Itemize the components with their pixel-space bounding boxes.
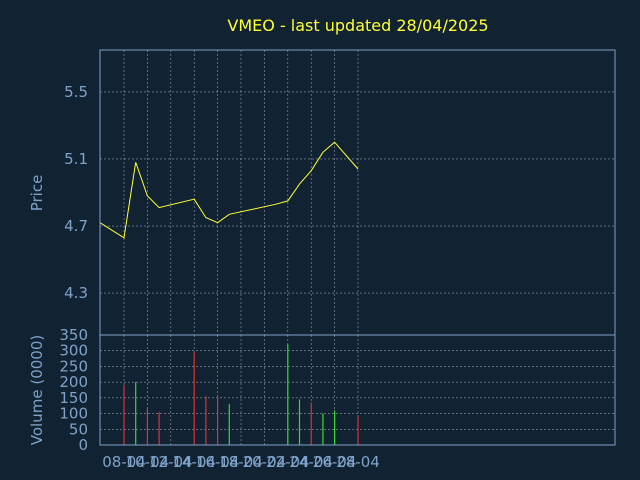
volume-y-tick-label: 300 [59,342,88,360]
x-tick-label: 08-04 [102,453,146,471]
volume-y-tick-label: 150 [59,389,88,407]
x-axis-ticks: 08-0410-0412-0414-0416-0418-0420-0422-04… [102,453,380,471]
x-tick-label: 16-04 [196,453,240,471]
price-gridlines [100,50,615,335]
x-tick-label: 10-04 [126,453,170,471]
price-axis-title: Price [28,175,46,212]
volume-bars [123,344,359,445]
volume-y-tick-label: 100 [59,405,88,423]
x-tick-label: 24-04 [289,453,333,471]
x-tick-label: 22-04 [266,453,310,471]
volume-axis-title: Volume (0000) [28,335,46,445]
price-line [99,141,359,239]
volume-y-tick-label: 250 [59,357,88,375]
volume-y-tick-label: 200 [59,373,88,391]
x-tick-label: 20-04 [243,453,287,471]
x-tick-label: 18-04 [219,453,263,471]
volume-panel-frame [99,334,616,446]
volume-y-tick-label: 350 [59,326,88,344]
price-y-tick-label: 4.7 [64,217,88,235]
volume-y-tick-label: 50 [69,420,88,438]
x-tick-label: 28-04 [336,453,380,471]
price-y-tick-label: 5.1 [64,150,88,168]
x-tick-label: 12-04 [149,453,193,471]
price-y-tick-label: 4.3 [64,284,88,302]
volume-y-tick-label: 0 [78,436,88,454]
price-y-ticks: 5.5 5.1 4.7 4.3 [64,83,88,302]
chart-title: VMEO - last updated 28/04/2025 [227,16,488,35]
volume-gridlines [100,335,615,445]
x-tick-label: 26-04 [313,453,357,471]
price-y-tick-label: 5.5 [64,83,88,101]
x-tick-label: 14-04 [172,453,216,471]
